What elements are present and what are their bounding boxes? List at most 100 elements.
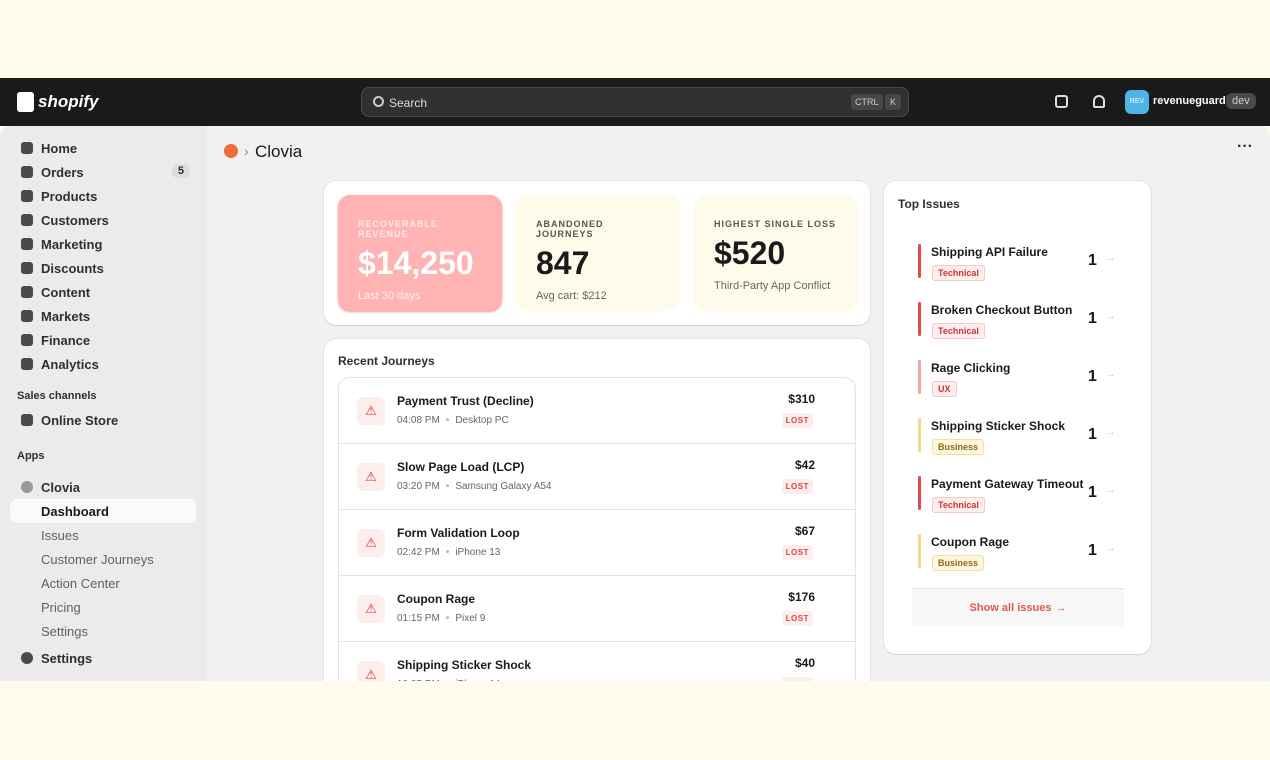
stat-sub: Avg cart: $212 [536,290,607,302]
status-badge: LOST [781,479,813,494]
issue-name: Coupon Rage [931,535,1009,549]
nav-icon [21,190,33,202]
status-badge: LOST [781,611,813,626]
status-badge: LOST [781,413,813,428]
nav-item[interactable]: Clovia [10,475,196,499]
inbox-icon[interactable] [1055,95,1068,108]
issue-count: 1 [1088,310,1097,327]
warning-icon: ⚠ [357,661,385,681]
dot: • [445,481,450,492]
nav-item[interactable]: Orders 5 [10,160,196,184]
search-icon [373,96,384,107]
nav-item[interactable]: Content [10,280,196,304]
stat-label: ABANDONED JOURNEYS [536,219,604,239]
app-icon [224,144,238,158]
journeys-card: Recent Journeys ⚠ Payment Trust (Decline) 0… [324,339,870,681]
nav-item[interactable]: Online Store [10,408,196,432]
issue-row[interactable]: Broken Checkout Button Technical 1 → [914,299,1124,343]
arrow: → [1105,542,1116,554]
severity-bar [918,534,921,568]
sub-nav-item[interactable]: Action Center [41,575,120,591]
journey-row[interactable]: ⚠ Slow Page Load (LCP) 03:20 PM • Samsung Ga… [339,444,855,510]
nav-item[interactable]: Home [10,136,196,160]
journey-amount: $42 [794,458,815,472]
chevron: › [244,143,249,159]
nav-icon [21,481,33,493]
issue-tag: Technical [932,497,985,513]
issue-tag: UX [932,381,957,397]
issue-tag: Technical [932,265,985,281]
issue-row[interactable]: Shipping Sticker Shock Business 1 → [914,415,1124,459]
warning-icon: ⚠ [357,397,385,425]
warning-icon: ⚠ [357,463,385,491]
dot: • [446,679,450,681]
sub-nav-item[interactable]: Customer Journeys [41,551,154,567]
search-box[interactable]: Search CTRL K [361,87,909,117]
warning-icon: ⚠ [357,529,385,557]
sub-nav-item[interactable]: Issues [41,527,79,543]
arrow: → [1055,602,1067,614]
journey-amount: $67 [794,524,815,538]
issue-row[interactable]: Shipping API Failure Technical 1 → [914,241,1124,285]
more-menu[interactable]: ··· [1237,138,1253,155]
journey-amount: $176 [788,590,815,604]
journey-meta: 02:42 PM • iPhone 13 [397,547,500,558]
stat-sub: Last 30 days [358,290,421,302]
journey-row[interactable]: ⚠ Form Validation Loop 02:42 PM • iPhone 13 $… [339,510,855,576]
dev-badge: dev [1226,93,1256,109]
nav-item[interactable]: Finance [10,328,196,352]
bell-icon[interactable] [1093,95,1105,108]
stat-sub: Third-Party App Conflict [714,280,831,292]
nav-icon [21,262,33,274]
issue-row[interactable]: Rage Clicking UX 1 → [914,357,1124,401]
journey-time: 03:20 PM [397,481,440,492]
store-name[interactable]: revenueguard [1153,95,1226,107]
issues-card: Top Issues Shipping API Failure Technical 1… [884,181,1151,654]
dot: • [445,613,450,624]
issue-name: Rage Clicking [931,361,1011,375]
search-placeholder: Search [389,96,428,110]
issue-row[interactable]: Coupon Rage Business 1 → [914,531,1124,575]
nav-icon [21,214,33,226]
shortcut-key: K [885,94,902,110]
stat-value: $14,250 [358,245,474,281]
nav-item[interactable]: Discounts [10,256,196,280]
nav-item[interactable]: Customers [10,208,196,232]
dot: • [445,547,450,558]
status-badge: LOST [781,545,813,560]
issue-name: Shipping API Failure [931,245,1048,259]
journey-row[interactable]: ⚠ Payment Trust (Decline) 04:08 PM • Desktop… [339,378,855,444]
nav-item[interactable]: Settings [10,646,196,670]
nav-badge: 5 [171,164,190,178]
nav-item[interactable]: Products [10,184,196,208]
nav-icon [21,358,33,370]
journey-meta: 04:08 PM • Desktop PC [397,415,509,426]
sub-nav-item[interactable]: Dashboard [10,499,196,523]
stat-value: $520 [714,235,786,271]
journey-name: Shipping Sticker Shock [397,658,532,672]
nav-item[interactable]: Marketing [10,232,196,256]
journey-row[interactable]: ⚠ Shipping Sticker Shock 10:05 PM • iPhone 1… [339,642,855,681]
show-all-button[interactable]: Show all issues → [912,588,1124,626]
section-label[interactable]: Apps [17,450,45,462]
stats-card: RECOVERABLE REVENUE $14,250 Last 30 days AB… [324,181,870,325]
sub-nav-item[interactable]: Settings [41,623,88,639]
issue-tag: Business [932,555,985,571]
shortcut-key: CTRL [851,94,883,110]
issue-name: Payment Gateway Timeout [931,477,1084,491]
nav-item[interactable]: Markets [10,304,196,328]
arrow: → [1105,368,1116,380]
logo-icon [17,92,34,112]
card-title: Top Issues [898,197,960,211]
arrow: → [1105,484,1116,496]
avatar[interactable]: REV [1125,90,1149,114]
severity-bar [918,418,921,452]
nav-item[interactable]: Analytics [10,352,196,376]
journey-name: Slow Page Load (LCP) [397,460,525,474]
stat-value: 847 [536,245,590,281]
issue-row[interactable]: Payment Gateway Timeout Technical 1 → [914,473,1124,517]
section-label[interactable]: Sales channels [17,390,97,402]
sub-nav-item[interactable]: Pricing [41,599,81,615]
journey-row[interactable]: ⚠ Coupon Rage 01:15 PM • Pixel 9 $176 LOST [339,576,855,642]
